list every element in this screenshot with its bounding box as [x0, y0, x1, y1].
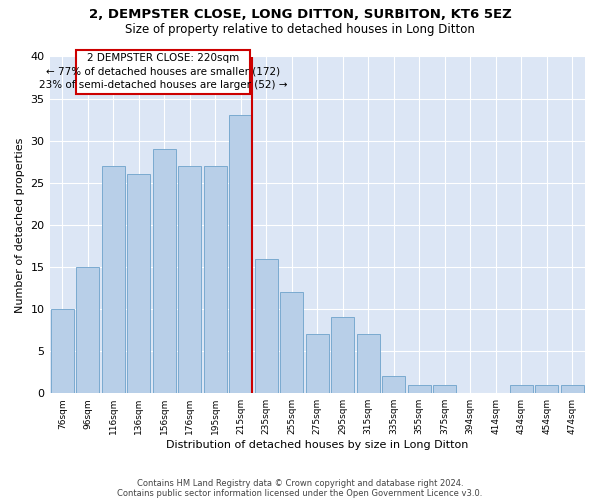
Bar [153, 149, 176, 393]
Text: 23% of semi-detached houses are larger (52) →: 23% of semi-detached houses are larger (… [39, 80, 287, 90]
Bar [255, 258, 278, 393]
Bar [204, 166, 227, 393]
Bar [561, 385, 584, 393]
Text: Size of property relative to detached houses in Long Ditton: Size of property relative to detached ho… [125, 22, 475, 36]
X-axis label: Distribution of detached houses by size in Long Ditton: Distribution of detached houses by size … [166, 440, 469, 450]
FancyBboxPatch shape [76, 50, 250, 94]
Bar [127, 174, 150, 393]
Bar [535, 385, 558, 393]
Bar [331, 318, 354, 393]
Bar [357, 334, 380, 393]
Bar [280, 292, 303, 393]
Bar [306, 334, 329, 393]
Bar [382, 376, 405, 393]
Bar [433, 385, 456, 393]
Bar [178, 166, 201, 393]
Text: Contains HM Land Registry data © Crown copyright and database right 2024.: Contains HM Land Registry data © Crown c… [137, 478, 463, 488]
Text: Contains public sector information licensed under the Open Government Licence v3: Contains public sector information licen… [118, 488, 482, 498]
Text: 2, DEMPSTER CLOSE, LONG DITTON, SURBITON, KT6 5EZ: 2, DEMPSTER CLOSE, LONG DITTON, SURBITON… [89, 8, 511, 20]
Bar [102, 166, 125, 393]
Bar [51, 309, 74, 393]
Bar [229, 116, 252, 393]
Text: 2 DEMPSTER CLOSE: 220sqm: 2 DEMPSTER CLOSE: 220sqm [87, 53, 239, 63]
Bar [510, 385, 533, 393]
Bar [408, 385, 431, 393]
Y-axis label: Number of detached properties: Number of detached properties [15, 137, 25, 312]
Text: ← 77% of detached houses are smaller (172): ← 77% of detached houses are smaller (17… [46, 66, 280, 76]
Bar [76, 267, 99, 393]
